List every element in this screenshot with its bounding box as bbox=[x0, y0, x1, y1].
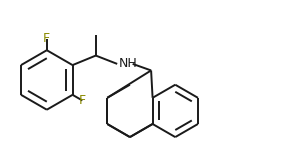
Text: NH: NH bbox=[118, 57, 137, 70]
Text: F: F bbox=[79, 94, 86, 107]
Text: F: F bbox=[43, 32, 50, 45]
